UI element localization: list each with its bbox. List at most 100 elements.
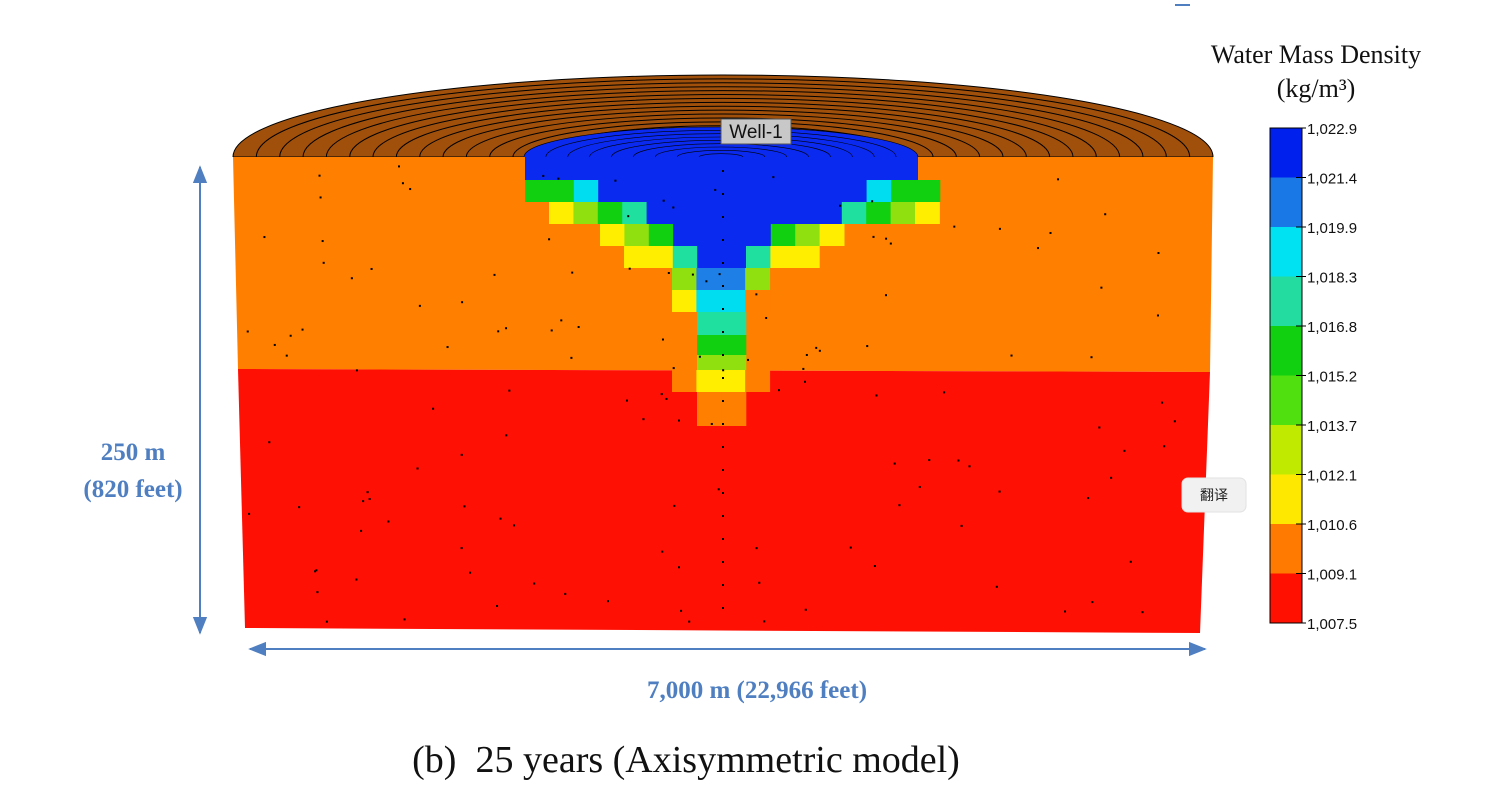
node [1098,426,1101,429]
node [403,618,406,621]
colorbar-segment [1270,326,1302,376]
node [268,441,271,444]
node [871,200,874,203]
node [815,346,818,349]
node [542,174,545,177]
node [505,327,508,330]
colorbar-label: 1,009.1 [1307,567,1357,584]
plume-ring [655,146,787,157]
plume-ring [698,153,744,157]
node [533,582,536,585]
node [289,334,292,337]
node [722,423,724,425]
node [469,571,472,574]
node [755,547,758,550]
plume-cell [525,180,550,202]
plume-cell [622,180,648,202]
node [1049,231,1052,234]
node [315,569,318,572]
node [1087,497,1090,500]
node [1156,314,1159,317]
well-label-box [720,118,792,145]
node [321,240,324,243]
colorbar-segment [1270,474,1302,524]
translate-button[interactable]: 翻译 [1181,477,1247,513]
plume-cell [719,202,745,224]
node [722,262,724,264]
node [957,459,960,462]
node [508,389,511,392]
colorbar-label: 1,019.9 [1307,220,1357,237]
node [672,206,675,209]
lower-layer [238,369,1210,633]
node [722,492,724,494]
node [505,434,508,437]
plume-cell [890,202,916,224]
node [314,570,317,573]
node [872,235,875,238]
node [898,504,901,507]
plume-cell [721,335,747,355]
node [722,446,724,448]
plume-cell [721,246,747,268]
colorbar-segment [1270,276,1302,326]
plume-cell [745,268,771,290]
node [350,277,353,280]
node [1157,252,1160,255]
plume-cell [697,335,722,355]
colorbar-label: 1,021.4 [1307,171,1357,188]
node [550,329,553,332]
node [802,367,805,370]
colorbar-segment [1270,177,1302,227]
node [710,422,713,425]
plume-cell [697,312,722,335]
node [285,354,288,357]
plume-cell [817,202,843,224]
plume-cell [573,180,599,202]
plume-cell [744,180,770,202]
node [722,239,724,241]
plume-cell [573,202,599,224]
translate-button-bg[interactable] [1181,477,1247,513]
node [301,328,304,331]
plume-cell [819,224,845,246]
translate-button-label[interactable]: 翻译 [1200,487,1228,503]
node [625,399,628,402]
plume-cell [745,290,771,312]
node [1037,247,1040,250]
node [705,280,708,283]
node [805,353,808,356]
node [758,581,761,584]
colorbar-label: 1,007.5 [1307,616,1357,633]
colorbar-unit: (kg/m³) [1277,74,1356,103]
node [849,546,852,549]
node [960,524,963,527]
colorbar-label: 1,012.1 [1307,468,1357,485]
plume-cell [746,224,772,246]
plume-cell [745,370,771,392]
width-label: 7,000 m (22,966 feet) [647,677,867,704]
plume-cell [648,246,674,268]
plume-cell [695,180,721,202]
colorbar-segment [1270,375,1302,425]
node [661,550,664,553]
cap-ring [325,90,1121,157]
plume-cell [671,202,696,224]
node [577,326,580,329]
plume-cell [600,224,625,246]
node [866,345,869,348]
node [614,179,617,182]
node [755,293,758,296]
node [387,520,390,523]
node [722,170,724,172]
plume-cell [720,290,746,312]
node [298,506,301,509]
node [691,273,694,276]
node [661,338,664,341]
plume-cell [549,202,574,224]
plume-cell [624,224,650,246]
node [273,343,276,346]
node [953,225,956,228]
cap-ring [419,105,1027,157]
plume-cell [622,202,648,224]
